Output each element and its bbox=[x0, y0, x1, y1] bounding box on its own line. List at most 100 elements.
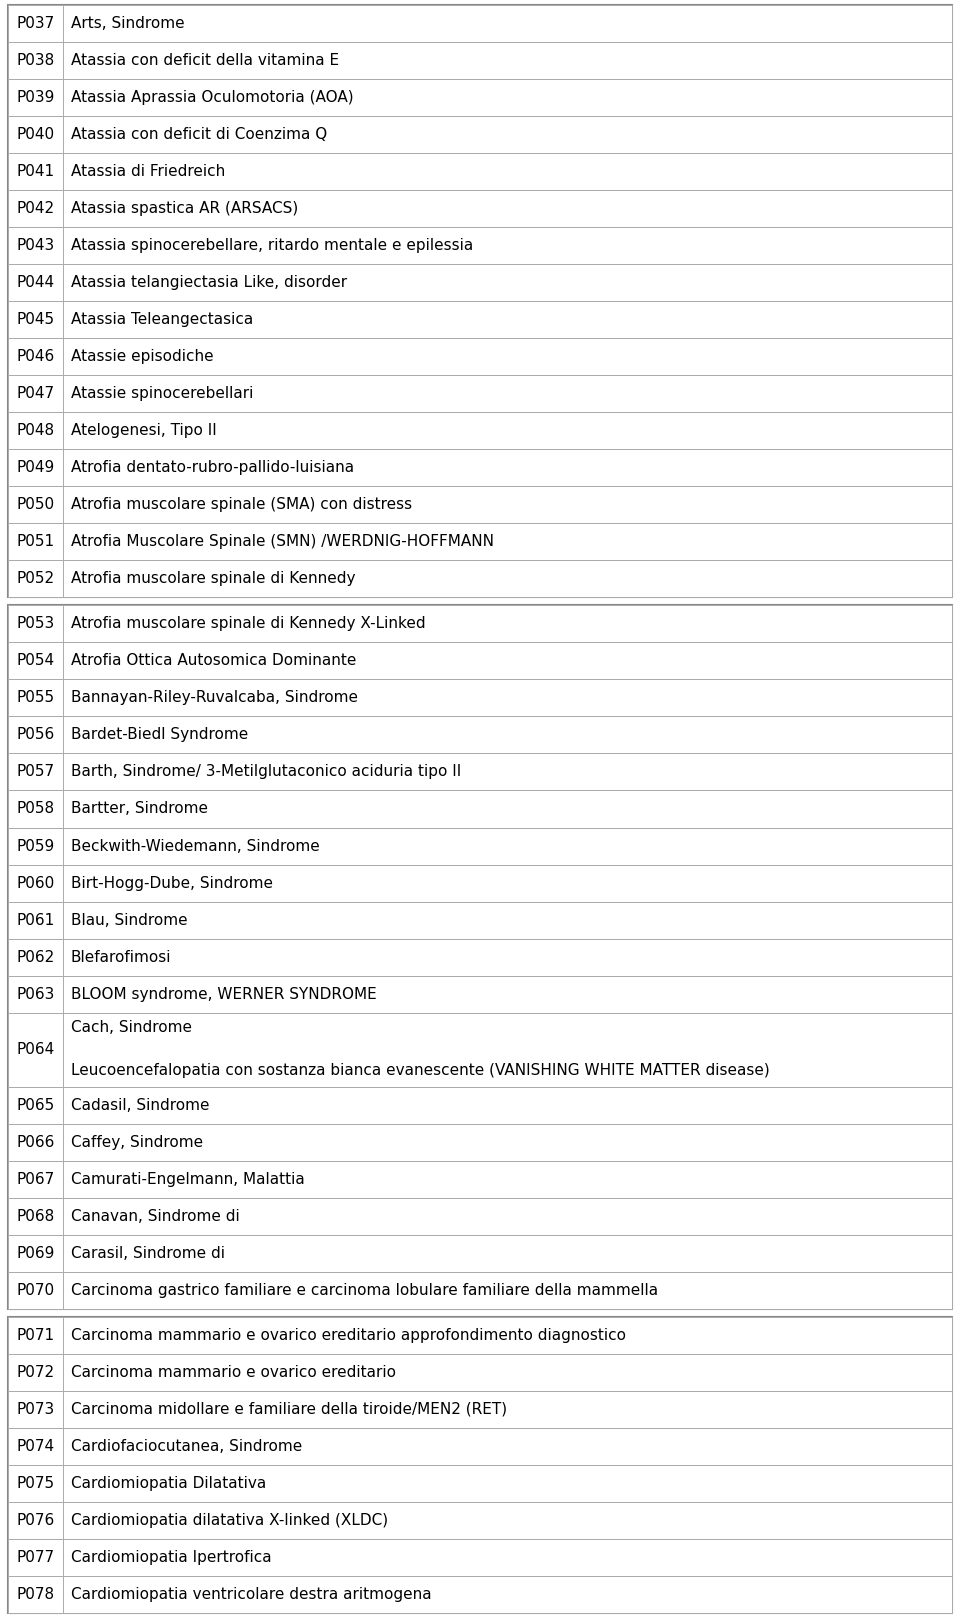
Text: P072: P072 bbox=[16, 1366, 55, 1380]
Text: P064: P064 bbox=[16, 1042, 55, 1057]
Text: Atassia Aprassia Oculomotoria (AOA): Atassia Aprassia Oculomotoria (AOA) bbox=[71, 91, 353, 105]
Bar bbox=[8, 301, 952, 338]
Bar bbox=[8, 375, 952, 413]
Text: Atassia con deficit di Coenzima Q: Atassia con deficit di Coenzima Q bbox=[71, 128, 327, 142]
Text: P069: P069 bbox=[16, 1246, 55, 1260]
Text: P074: P074 bbox=[16, 1438, 55, 1455]
Bar bbox=[8, 1576, 952, 1613]
Text: Beckwith-Wiedemann, Sindrome: Beckwith-Wiedemann, Sindrome bbox=[71, 838, 320, 854]
Text: P061: P061 bbox=[16, 913, 55, 927]
Text: Cach, Sindrome: Cach, Sindrome bbox=[71, 1019, 192, 1036]
Bar bbox=[8, 1539, 952, 1576]
Text: P039: P039 bbox=[16, 91, 55, 105]
Text: P040: P040 bbox=[16, 128, 55, 142]
Bar bbox=[8, 1317, 952, 1613]
Text: Atassie episodiche: Atassie episodiche bbox=[71, 349, 214, 364]
Text: P076: P076 bbox=[16, 1513, 55, 1527]
Text: P077: P077 bbox=[16, 1550, 55, 1565]
Bar bbox=[8, 485, 952, 523]
Text: P051: P051 bbox=[16, 534, 55, 549]
Text: P046: P046 bbox=[16, 349, 55, 364]
Text: Bannayan-Riley-Ruvalcaba, Sindrome: Bannayan-Riley-Ruvalcaba, Sindrome bbox=[71, 691, 358, 705]
Text: P073: P073 bbox=[16, 1401, 55, 1417]
Text: P043: P043 bbox=[16, 238, 55, 252]
Text: P062: P062 bbox=[16, 950, 55, 964]
Text: P068: P068 bbox=[16, 1209, 55, 1223]
Text: P044: P044 bbox=[16, 275, 55, 290]
Text: P057: P057 bbox=[16, 764, 55, 780]
Bar bbox=[8, 1235, 952, 1272]
Text: Arts, Sindrome: Arts, Sindrome bbox=[71, 16, 184, 31]
Bar bbox=[8, 189, 952, 227]
Bar bbox=[8, 42, 952, 79]
Text: Atrofia Muscolare Spinale (SMN) /WERDNIG-HOFFMANN: Atrofia Muscolare Spinale (SMN) /WERDNIG… bbox=[71, 534, 494, 549]
Bar bbox=[8, 642, 952, 680]
Bar bbox=[8, 523, 952, 560]
Bar bbox=[8, 560, 952, 597]
Text: Atassia con deficit della vitamina E: Atassia con deficit della vitamina E bbox=[71, 53, 339, 68]
Text: P071: P071 bbox=[16, 1328, 55, 1343]
Bar bbox=[8, 1464, 952, 1502]
Text: Caffey, Sindrome: Caffey, Sindrome bbox=[71, 1134, 204, 1150]
Bar bbox=[8, 1197, 952, 1235]
Bar bbox=[8, 264, 952, 301]
Text: P056: P056 bbox=[16, 728, 55, 743]
Text: Barth, Sindrome/ 3-Metilglutaconico aciduria tipo II: Barth, Sindrome/ 3-Metilglutaconico acid… bbox=[71, 764, 461, 780]
Text: P058: P058 bbox=[16, 801, 55, 817]
Text: Cardiomiopatia Ipertrofica: Cardiomiopatia Ipertrofica bbox=[71, 1550, 272, 1565]
Text: P067: P067 bbox=[16, 1171, 55, 1186]
Text: P037: P037 bbox=[16, 16, 55, 31]
Bar bbox=[8, 717, 952, 754]
Text: Atassia telangiectasia Like, disorder: Atassia telangiectasia Like, disorder bbox=[71, 275, 348, 290]
Text: P038: P038 bbox=[16, 53, 55, 68]
Bar bbox=[8, 1391, 952, 1429]
Text: Cardiofaciocutanea, Sindrome: Cardiofaciocutanea, Sindrome bbox=[71, 1438, 302, 1455]
Text: Blefarofimosi: Blefarofimosi bbox=[71, 950, 172, 964]
Bar bbox=[8, 827, 952, 864]
Bar bbox=[8, 154, 952, 189]
Bar bbox=[8, 605, 952, 1309]
Bar bbox=[8, 227, 952, 264]
Bar bbox=[8, 1502, 952, 1539]
Bar bbox=[8, 116, 952, 154]
Text: P048: P048 bbox=[16, 424, 55, 438]
Text: P065: P065 bbox=[16, 1097, 55, 1113]
Bar bbox=[8, 754, 952, 791]
Text: P047: P047 bbox=[16, 387, 55, 401]
Bar bbox=[8, 901, 952, 938]
Text: Bardet-Biedl Syndrome: Bardet-Biedl Syndrome bbox=[71, 728, 249, 743]
Text: P053: P053 bbox=[16, 616, 55, 631]
Bar bbox=[8, 864, 952, 901]
Text: P059: P059 bbox=[16, 838, 55, 854]
Text: P063: P063 bbox=[16, 987, 55, 1002]
Text: Atassia spinocerebellare, ritardo mentale e epilessia: Atassia spinocerebellare, ritardo mental… bbox=[71, 238, 473, 252]
Text: Blau, Sindrome: Blau, Sindrome bbox=[71, 913, 187, 927]
Bar bbox=[8, 1354, 952, 1391]
Text: P052: P052 bbox=[16, 571, 55, 586]
Text: Carcinoma mammario e ovarico ereditario: Carcinoma mammario e ovarico ereditario bbox=[71, 1366, 396, 1380]
Bar bbox=[8, 1317, 952, 1354]
Text: Atelogenesi, Tipo II: Atelogenesi, Tipo II bbox=[71, 424, 217, 438]
Text: Carcinoma mammario e ovarico ereditario approfondimento diagnostico: Carcinoma mammario e ovarico ereditario … bbox=[71, 1328, 626, 1343]
Bar bbox=[8, 450, 952, 485]
Text: P055: P055 bbox=[16, 691, 55, 705]
Text: P066: P066 bbox=[16, 1134, 55, 1150]
Text: P042: P042 bbox=[16, 201, 55, 217]
Text: P060: P060 bbox=[16, 875, 55, 890]
Text: Atrofia muscolare spinale di Kennedy: Atrofia muscolare spinale di Kennedy bbox=[71, 571, 355, 586]
Text: Atrofia muscolare spinale di Kennedy X-Linked: Atrofia muscolare spinale di Kennedy X-L… bbox=[71, 616, 425, 631]
Text: Bartter, Sindrome: Bartter, Sindrome bbox=[71, 801, 208, 817]
Bar bbox=[8, 791, 952, 827]
Text: P049: P049 bbox=[16, 460, 55, 476]
Text: Carcinoma gastrico familiare e carcinoma lobulare familiare della mammella: Carcinoma gastrico familiare e carcinoma… bbox=[71, 1283, 659, 1298]
Bar bbox=[8, 1160, 952, 1197]
Text: Atassia Teleangectasica: Atassia Teleangectasica bbox=[71, 312, 253, 327]
Bar bbox=[8, 938, 952, 976]
Text: Atrofia Ottica Autosomica Dominante: Atrofia Ottica Autosomica Dominante bbox=[71, 654, 356, 668]
Text: Canavan, Sindrome di: Canavan, Sindrome di bbox=[71, 1209, 240, 1223]
Text: P078: P078 bbox=[16, 1587, 55, 1602]
Text: Atassia di Friedreich: Atassia di Friedreich bbox=[71, 163, 226, 180]
Bar bbox=[8, 413, 952, 450]
Text: Atassie spinocerebellari: Atassie spinocerebellari bbox=[71, 387, 253, 401]
Text: P050: P050 bbox=[16, 497, 55, 513]
